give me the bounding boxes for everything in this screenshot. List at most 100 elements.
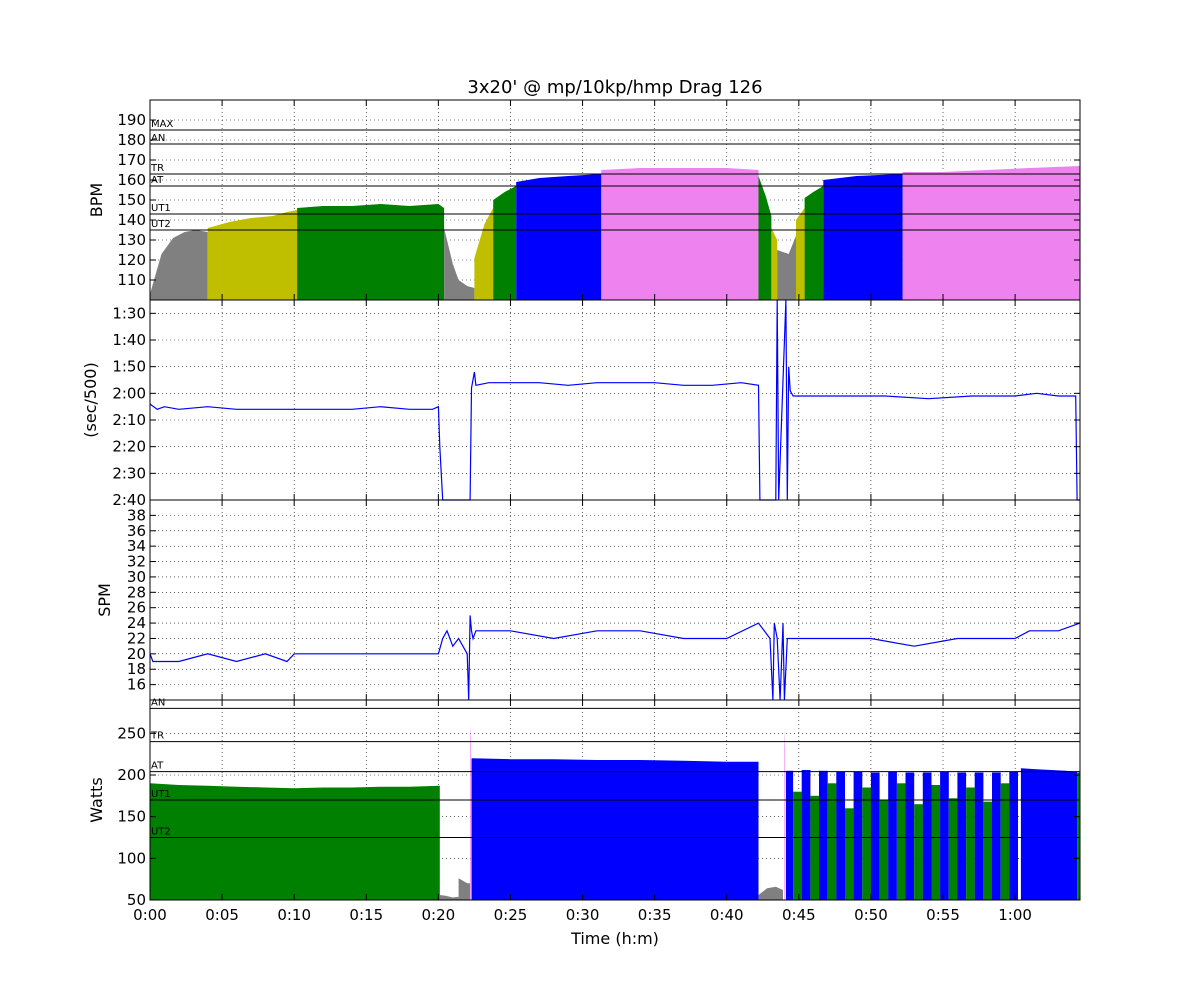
zone-area-rest — [777, 236, 796, 300]
watts-band — [801, 770, 811, 900]
watts-axis-label: Watts — [87, 777, 106, 822]
watts-band — [819, 770, 828, 900]
y-tick-label: 32 — [127, 553, 146, 571]
zone-area-rest — [758, 886, 783, 900]
zone-area-ut1 — [1077, 772, 1080, 900]
watts-band — [896, 783, 906, 900]
y-tick-label: 140 — [117, 211, 146, 229]
x-tick-label: 0:55 — [926, 906, 960, 924]
x-tick-label: 1:00 — [998, 906, 1032, 924]
y-tick-label: 22 — [127, 629, 146, 647]
y-tick-label: 1:50 — [112, 358, 146, 376]
y-tick-label: 1:40 — [112, 331, 146, 349]
zone-label: UT2 — [151, 219, 171, 230]
y-tick-label: 150 — [117, 808, 146, 826]
y-tick-label: 2:20 — [112, 438, 146, 456]
y-tick-label: 2:40 — [112, 491, 146, 509]
y-tick-label: 150 — [117, 191, 146, 209]
x-tick-label: 0:30 — [566, 906, 600, 924]
plot-frame — [149, 699, 1081, 901]
y-tick-label: 18 — [127, 660, 146, 678]
watts-band — [1009, 771, 1018, 900]
zone-area-at — [1020, 768, 1078, 900]
zone-area-tr — [470, 725, 471, 900]
zone-area-at — [471, 758, 759, 900]
y-tick-label: 2:10 — [112, 411, 146, 429]
zone-label: UT2 — [151, 827, 171, 838]
zone-area-tr — [784, 727, 786, 900]
y-tick-label: 24 — [127, 614, 146, 632]
y-tick-label: 120 — [117, 251, 146, 269]
y-tick-label: 100 — [117, 849, 146, 867]
zone-area-ut2 — [796, 208, 805, 300]
chart-title: 3x20' @ mp/10kp/hmp Drag 126 — [467, 77, 762, 98]
watts-band — [836, 771, 845, 900]
watts-band — [810, 795, 820, 900]
watts-band — [862, 787, 871, 900]
zone-area-ut1 — [150, 783, 440, 900]
zone-area-ut1 — [297, 204, 445, 300]
watts-band — [966, 787, 975, 900]
x-tick-label: 0:25 — [494, 906, 528, 924]
y-tick-label: 1:30 — [112, 304, 146, 322]
zone-label: AT — [151, 761, 164, 772]
x-tick-label: 0:05 — [205, 906, 239, 924]
watts-band — [785, 770, 794, 900]
y-tick-label: 16 — [127, 676, 146, 694]
zone-area-rest — [444, 228, 475, 300]
watts-band — [793, 791, 802, 900]
watts-band — [931, 785, 941, 900]
watts-band — [983, 801, 993, 900]
y-tick-label: 2:30 — [112, 464, 146, 482]
y-tick-label: 200 — [117, 766, 146, 784]
watts-band — [992, 772, 1001, 900]
y-tick-label: 160 — [117, 171, 146, 189]
watts-band — [879, 800, 889, 900]
zone-area-ut1 — [758, 176, 772, 300]
y-tick-label: 26 — [127, 599, 146, 617]
zone-label: AN — [151, 133, 165, 144]
watts-band — [827, 783, 837, 900]
y-tick-label: 38 — [127, 506, 146, 524]
x-tick-label: 0:35 — [638, 906, 672, 924]
y-tick-label: 36 — [127, 522, 146, 540]
zone-area-rest — [439, 895, 459, 900]
zone-label: TR — [150, 731, 164, 742]
zone-area-ut1 — [804, 186, 824, 300]
zone-area-tr — [902, 166, 1080, 300]
zone-area-ut2 — [474, 208, 494, 300]
zone-label: MAX — [151, 119, 173, 130]
y-tick-label: 250 — [117, 724, 146, 742]
watts-band — [914, 804, 923, 900]
series-line — [149, 615, 1081, 701]
zone-label: UT1 — [151, 789, 171, 800]
bpm-axis-label: BPM — [87, 183, 106, 217]
x-tick-label: 0:50 — [854, 906, 888, 924]
y-tick-label: 34 — [127, 537, 146, 555]
x-tick-label: 0:15 — [349, 906, 383, 924]
zone-label: TR — [150, 163, 164, 174]
watts-band — [870, 772, 880, 900]
watts-band — [905, 772, 915, 900]
zone-area-at — [516, 174, 602, 300]
watts-band — [1000, 783, 1010, 900]
x-tick-label: 0:10 — [277, 906, 311, 924]
y-tick-label: 170 — [117, 151, 146, 169]
watts-band — [888, 771, 897, 900]
y-tick-label: 2:00 — [112, 384, 146, 402]
zone-area-ut1 — [493, 186, 517, 300]
time-axis-label: Time (h:m) — [570, 929, 659, 948]
y-tick-label: 50 — [127, 891, 146, 909]
watts-band — [974, 772, 984, 900]
watts-band — [922, 772, 932, 900]
series-line — [149, 299, 1080, 501]
x-tick-label: 0:00 — [133, 906, 167, 924]
watts-band — [948, 798, 958, 900]
watts-band — [845, 808, 854, 900]
watts-band — [957, 772, 967, 900]
y-tick-label: 110 — [117, 271, 146, 289]
zone-area-at — [823, 174, 903, 300]
pace-axis-label: (sec/500) — [81, 362, 100, 437]
zone-label: UT1 — [151, 203, 171, 214]
